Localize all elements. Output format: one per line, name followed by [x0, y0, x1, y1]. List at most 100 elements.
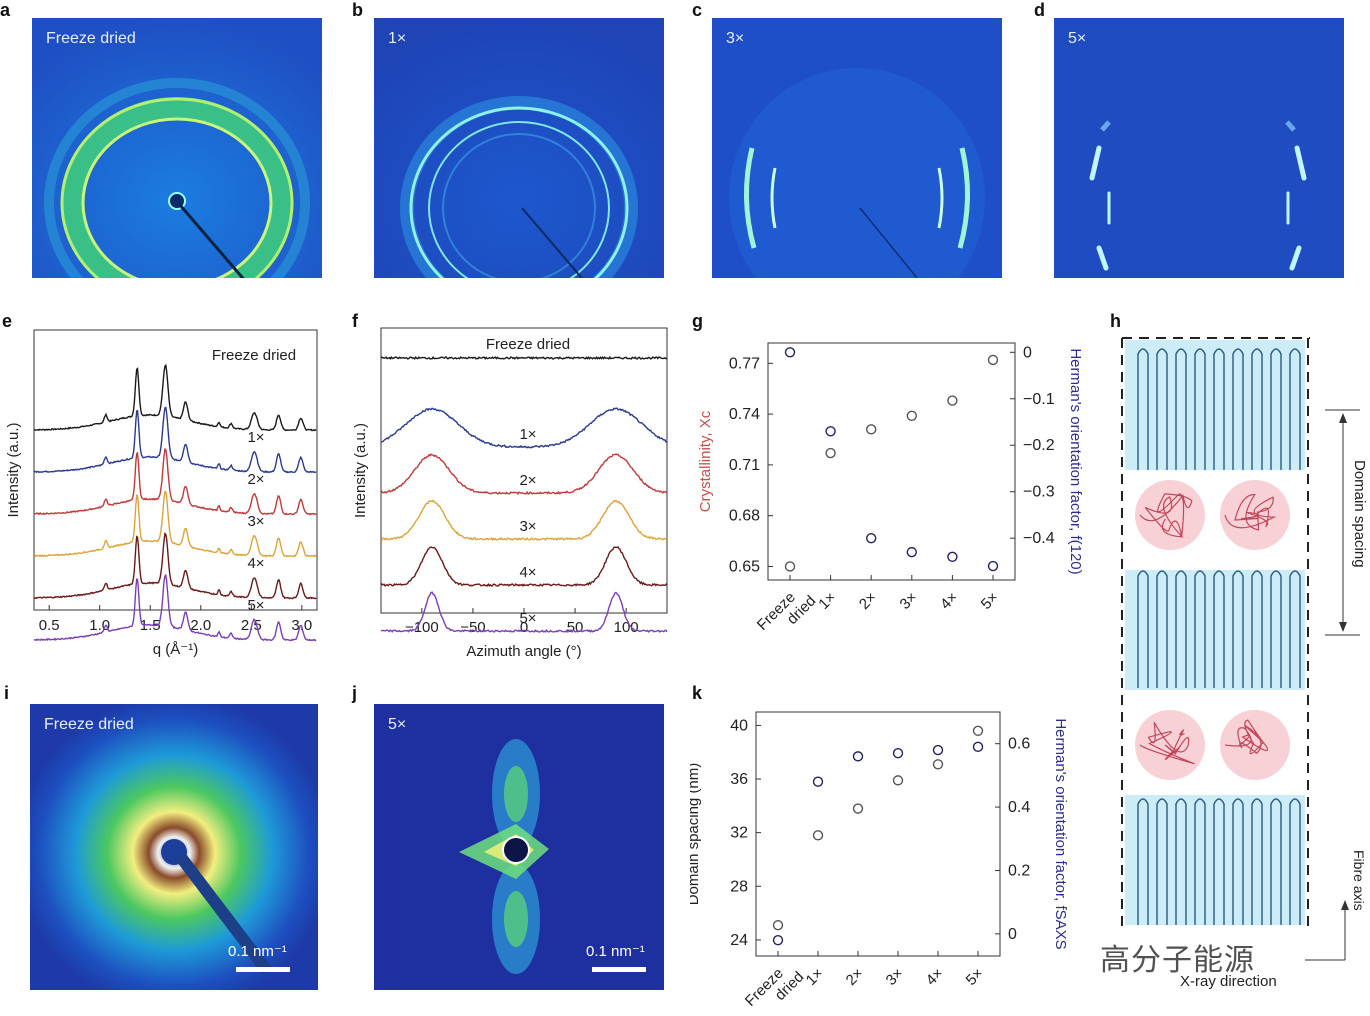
data-point-right-2 [865, 532, 877, 544]
fold-line [1213, 570, 1225, 688]
image-label-j: 5× [388, 716, 407, 733]
series-line-4 [380, 545, 668, 587]
y-axis-label: Intensity (a.u.) [5, 422, 22, 517]
fold-line [1232, 570, 1244, 688]
image-label-b: 1× [388, 30, 407, 47]
fold-line [1137, 570, 1149, 688]
panel-letter-b: b [352, 0, 363, 20]
data-point-left-1 [825, 447, 836, 459]
crystalline-domain-top [1125, 340, 1305, 470]
domain-spacing-label: Domain spacing [1351, 460, 1368, 568]
x-tick-label: 5× [963, 965, 987, 989]
y-right-tick-label: 0.6 [1008, 736, 1030, 753]
data-point-left-1 [812, 830, 824, 841]
scalebar-j [592, 967, 646, 972]
y-left-tick-label: 0.68 [729, 508, 760, 525]
series-line-2 [33, 447, 317, 516]
x-tick-label: 1× [815, 589, 839, 613]
series-label: 3× [519, 518, 536, 535]
fold-line [1251, 798, 1263, 925]
waxs-pattern-a [32, 18, 322, 278]
fold-line [1137, 348, 1149, 470]
x-tick-label: 100 [614, 619, 639, 636]
series-label: 4× [519, 564, 536, 581]
series-line-1 [380, 407, 668, 449]
chain-folds [1137, 348, 1301, 925]
fold-line [1289, 798, 1301, 925]
image-label-d: 5× [1068, 30, 1087, 47]
y-right-tick-label: 0 [1023, 344, 1032, 361]
series-line-3 [33, 490, 317, 558]
x-tick-label: 5× [978, 589, 1002, 613]
waxs-pattern-b [374, 18, 664, 278]
x-tick-label: 4× [923, 965, 947, 989]
panel-letter-i: i [4, 683, 10, 703]
y-left-tick-label: 40 [730, 717, 748, 734]
panel-letter-g: g [692, 311, 703, 331]
y-left-tick-label: 0.65 [729, 558, 760, 575]
plot-frame [755, 711, 1001, 957]
y-left-axis-label: Crystallinity, Xc [697, 410, 714, 512]
fold-line [1270, 348, 1282, 470]
schematic-h-lamellar-structure: Domain spacing Fibre axis X-ray directio… [1121, 337, 1368, 990]
x-tick-label: Freezedried [742, 956, 808, 1016]
x-tick-label: 1.0 [89, 617, 110, 634]
data-point-right-1 [812, 776, 824, 787]
series-label: Freeze dried [212, 347, 296, 364]
waxs-image-5x: 5× [1054, 18, 1344, 278]
panel-letter-c: c [692, 0, 703, 20]
amorphous-region-1 [1135, 480, 1290, 550]
fold-line [1232, 348, 1244, 470]
waxs-pattern-d [1054, 18, 1344, 278]
fold-line [1232, 798, 1244, 925]
data-point-left-5 [987, 354, 999, 366]
data-point-left-2 [865, 424, 877, 435]
series-label: 3× [247, 513, 264, 530]
series-line-1 [33, 406, 317, 474]
fold-line [1194, 348, 1206, 470]
y-left-tick-label: 0.71 [729, 457, 760, 474]
crystalline-domain-bottom [1125, 795, 1305, 925]
amorphous-chain [1139, 493, 1193, 538]
x-tick-label: 3× [897, 589, 921, 613]
x-tick-label: 1× [803, 965, 827, 989]
image-label-i: Freeze dried [44, 716, 134, 733]
fold-line [1175, 570, 1187, 688]
series-line-2 [380, 453, 668, 496]
scalebar-label-j: 0.1 nm⁻¹ [586, 943, 645, 960]
x-axis-label: Azimuth angle (°) [466, 643, 581, 660]
scalebar-label-i: 0.1 nm⁻¹ [228, 943, 287, 960]
saxs-pattern-i [30, 704, 318, 990]
series-line-3 [381, 499, 668, 542]
fibre-axis-label: Fibre axis [1351, 850, 1367, 911]
amorphous-chain [1139, 721, 1195, 765]
chart-f-azimuthal-profiles: −100 −50 0 50 100 Azimuth angle (°) Intensity … [352, 327, 668, 660]
panel-letter-h: h [1110, 311, 1121, 331]
series-label: 4× [247, 555, 264, 572]
x-tick-label: 0 [520, 619, 528, 636]
data-point-left-5 [972, 725, 984, 736]
plot-frame [33, 329, 318, 611]
data-point-right-3 [892, 747, 904, 759]
x-tick-label: 3× [883, 965, 907, 989]
x-axis-label: q (Å⁻¹) [153, 641, 198, 658]
data-point-left-3 [906, 410, 918, 421]
data-point-left-4 [932, 759, 944, 770]
plot-frame [767, 342, 1016, 581]
y-right-tick-label: 0.4 [1008, 799, 1030, 816]
chart-e-waxs-profiles: 0.5 1.0 1.5 2.0 2.5 3.0q (Å⁻¹)Intensity (a.u.… [5, 329, 318, 658]
y-right-axis-label: Herman's orientation factor, f(120) [1067, 348, 1084, 574]
x-tick-label: 50 [567, 619, 584, 636]
fold-line [1270, 798, 1282, 925]
fold-line [1213, 798, 1225, 925]
amorphous-chain [1224, 719, 1269, 755]
y-right-tick-label: −0.2 [1023, 437, 1055, 454]
panel-letter-d: d [1034, 0, 1045, 20]
series-label: 1× [247, 429, 264, 446]
series-label: 1× [519, 426, 536, 443]
panel-letter-j: j [352, 683, 358, 703]
y-left-tick-label: 36 [730, 771, 748, 788]
y-right-tick-label: −0.4 [1023, 530, 1055, 547]
waxs-image-freeze-dried: Freeze dried [32, 18, 322, 278]
